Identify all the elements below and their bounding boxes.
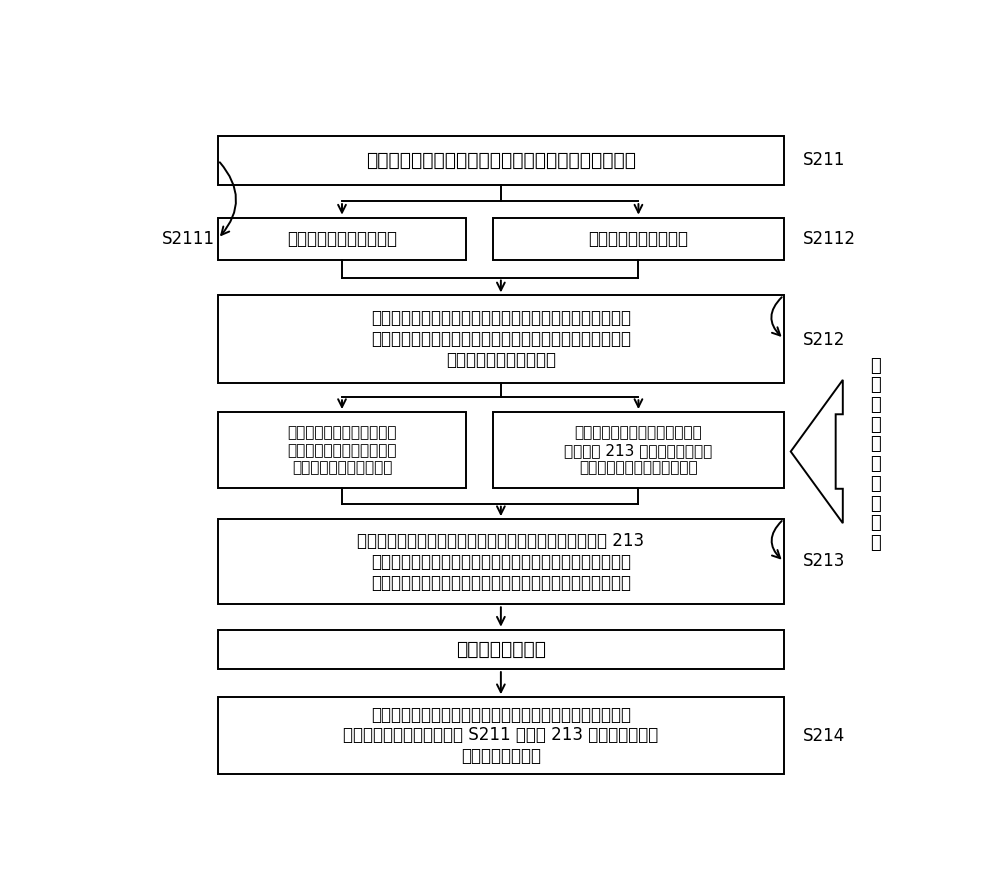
Text: S2112: S2112 — [803, 229, 856, 248]
Text: 如果实时交通状况比同时刻
历史记录拥堵程度高，选择
实时交通状况作为预测值: 如果实时交通状况比同时刻 历史记录拥堵程度高，选择 实时交通状况作为预测值 — [287, 425, 397, 475]
FancyBboxPatch shape — [218, 218, 466, 260]
FancyBboxPatch shape — [218, 630, 784, 669]
Text: S213: S213 — [803, 552, 846, 571]
Text: 段: 段 — [870, 416, 881, 433]
Text: S2111: S2111 — [162, 230, 215, 248]
Text: 间: 间 — [870, 494, 881, 512]
Text: 点: 点 — [870, 534, 881, 552]
Text: 对应每条线路，按照从起点到终点的顺序，逐个根据步骤 213
判断交通状况，并对应平均车速，推算到达每个路段的时间
节点，根据此时间节点提取每个路段的同时间历史交: 对应每条线路，按照从起点到终点的顺序，逐个根据步骤 213 判断交通状况，并对应… — [357, 532, 644, 592]
Text: S212: S212 — [803, 331, 846, 349]
Text: 个: 个 — [870, 377, 881, 394]
Text: 按同时刻的历史周期提取: 按同时刻的历史周期提取 — [287, 229, 397, 248]
Text: 推: 推 — [870, 435, 881, 454]
Polygon shape — [791, 380, 843, 523]
FancyBboxPatch shape — [493, 412, 784, 488]
FancyBboxPatch shape — [493, 218, 784, 260]
FancyBboxPatch shape — [218, 136, 784, 185]
Text: 路: 路 — [870, 396, 881, 414]
Text: 分节假日和工作日提取: 分节假日和工作日提取 — [588, 229, 688, 248]
FancyBboxPatch shape — [218, 412, 466, 488]
Text: 交通状况预测结果: 交通状况预测结果 — [456, 640, 546, 659]
Text: S211: S211 — [803, 152, 846, 169]
Text: 按照拥堵程度对比实时交通状况和以上步骤提取的历史交通
状况，判断车辆到达行程中某一路段预计时间节点的历史交
通状况对预测的参考价值: 按照拥堵程度对比实时交通状况和以上步骤提取的历史交通 状况，判断车辆到达行程中某… — [371, 309, 631, 369]
FancyBboxPatch shape — [218, 295, 784, 383]
FancyBboxPatch shape — [218, 519, 784, 604]
Text: 节: 节 — [870, 514, 881, 532]
Text: 预测结果修正：行驶过程中，根据车辆实际到达行程中某一
路段的时间节点，重复步骤 S211 到步骤 213 修正后续预测，
提升预测的准确性: 预测结果修正：行驶过程中，根据车辆实际到达行程中某一 路段的时间节点，重复步骤 … — [343, 705, 658, 766]
Text: 如果实时与历史接近或更畅通，
则以步骤 213 推算的到达时间节
点的历史交通状况作为预测值: 如果实时与历史接近或更畅通， 则以步骤 213 推算的到达时间节 点的历史交通状… — [564, 425, 713, 475]
Text: 按照实时时间提取每个路段同时间节点的历史交通状况: 按照实时时间提取每个路段同时间节点的历史交通状况 — [366, 151, 636, 170]
Text: 时: 时 — [870, 475, 881, 493]
Text: S214: S214 — [803, 727, 845, 745]
FancyBboxPatch shape — [218, 697, 784, 773]
Text: 算: 算 — [870, 455, 881, 473]
Text: 逐: 逐 — [870, 356, 881, 375]
